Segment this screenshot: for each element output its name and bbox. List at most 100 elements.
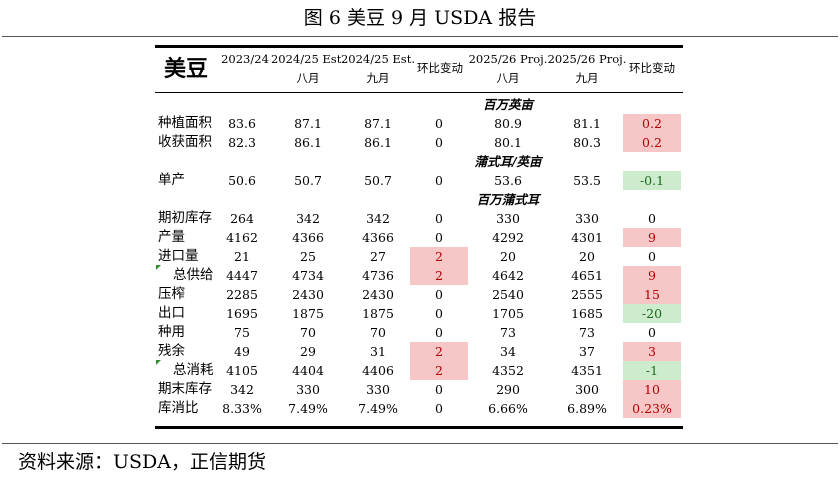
table-cell: 0 (435, 382, 443, 397)
table-cell: 4351 (571, 363, 603, 378)
header-divider (155, 92, 683, 93)
unit-acres: 百万英亩 (482, 97, 533, 112)
table-cell: 1695 (226, 306, 258, 321)
table-top-border (155, 45, 683, 48)
table-cell: 6.89% (567, 401, 607, 416)
table-cell: 9 (623, 228, 681, 247)
row-label: 总消耗 (173, 362, 214, 378)
table-cell: 9 (623, 266, 681, 285)
table-cell: 8.33% (222, 401, 262, 416)
figure-title: 图 6 美豆 9 月 USDA 报告 (303, 7, 537, 29)
table-cell: 4642 (492, 268, 524, 283)
table-cell: 4404 (292, 363, 324, 378)
table-cell: 73 (500, 325, 516, 340)
table-cell: 4352 (492, 363, 524, 378)
table-cell: 27 (370, 249, 386, 264)
table-cell: 6.66% (488, 401, 528, 416)
table-cell: 2 (410, 266, 468, 285)
table-cell: 0 (435, 230, 443, 245)
table-cell: 82.3 (228, 135, 256, 150)
top-rule (2, 36, 838, 37)
table-cell: 53.5 (573, 173, 601, 188)
table-cell: 300 (575, 382, 599, 397)
table-cell: 87.1 (294, 116, 322, 131)
table-cell: 29 (300, 344, 316, 359)
bottom-rule (2, 443, 838, 444)
table-cell: 4366 (292, 230, 324, 245)
row-label: 产量 (158, 229, 185, 245)
table-cell: 20 (500, 249, 516, 264)
source-note: 资料来源：USDA，正信期货 (18, 451, 266, 473)
table-cell: 25 (300, 249, 316, 264)
table-cell: 0 (435, 306, 443, 321)
table-cell: 2430 (292, 287, 324, 302)
table-cell: 0 (435, 287, 443, 302)
table-cell: 0 (435, 116, 443, 131)
header-col-5: 2025/26 Proj. (468, 52, 548, 66)
table-cell: 50.6 (228, 173, 256, 188)
table-cell: 2 (410, 247, 468, 266)
table-cell: 0 (435, 325, 443, 340)
unit-bushels: 百万蒲式耳 (476, 192, 540, 207)
table-cell: 50.7 (364, 173, 392, 188)
table-cell: 4406 (362, 363, 394, 378)
row-label: 出口 (158, 305, 185, 321)
table-cell: 83.6 (228, 116, 256, 131)
table-cell: 0 (435, 401, 443, 416)
table-cell: 86.1 (294, 135, 322, 150)
header-col-3: 2024/25 Est. (340, 52, 415, 66)
table-cell: 50.7 (294, 173, 322, 188)
table-cell: 2540 (492, 287, 524, 302)
table-cell: -1 (623, 361, 681, 380)
table-cell: 342 (366, 211, 390, 226)
row-label: 残余 (158, 343, 185, 359)
row-label: 种用 (158, 324, 185, 340)
table-cell: 70 (370, 325, 386, 340)
table-cell: 20 (579, 249, 595, 264)
table-cell: 1705 (492, 306, 524, 321)
table-cell: 53.6 (494, 173, 522, 188)
table-cell: 21 (234, 249, 250, 264)
cell-comment-marker-icon (156, 265, 161, 270)
table-cell: 1685 (571, 306, 603, 321)
table-cell: 10 (623, 380, 681, 399)
table-cell: 49 (234, 344, 250, 359)
table-cell: 0 (648, 211, 656, 226)
table-cell: 4162 (226, 230, 258, 245)
table-cell: 2 (410, 361, 468, 380)
cell-comment-marker-icon (156, 360, 161, 365)
table-cell: 330 (366, 382, 390, 397)
table-cell: 81.1 (573, 116, 601, 131)
usda-soybean-table: 美豆 2023/24 2024/25 Est. 八月 2024/25 Est. … (155, 45, 683, 429)
table-cell: 31 (370, 344, 386, 359)
table-cell: 0 (648, 249, 656, 264)
table-cell: 4734 (292, 268, 324, 283)
table-cell: 7.49% (358, 401, 398, 416)
row-label: 期末库存 (158, 381, 212, 397)
table-cell: 4447 (226, 268, 258, 283)
table-cell: 2 (410, 342, 468, 361)
table-cell: 80.1 (494, 135, 522, 150)
row-label: 进口量 (158, 248, 199, 264)
table-cell: 342 (296, 211, 320, 226)
table-cell: 1875 (362, 306, 394, 321)
header-col-2: 2024/25 Est. (270, 52, 345, 66)
table-bottom-border (155, 426, 683, 429)
table-cell: -20 (623, 304, 681, 323)
table-cell: 0.2 (623, 133, 681, 152)
table-cell: 34 (500, 344, 516, 359)
table-cell: 73 (579, 325, 595, 340)
row-label: 压榨 (158, 286, 185, 302)
table-cell: 7.49% (288, 401, 328, 416)
row-label: 总供给 (173, 267, 214, 283)
table-cell: 4292 (492, 230, 524, 245)
header-col-2-sub: 八月 (296, 71, 320, 85)
table-cell: 330 (496, 211, 520, 226)
table-cell: 2555 (571, 287, 603, 302)
table-cell: 3 (623, 342, 681, 361)
table-cell: 330 (575, 211, 599, 226)
table-cell: 4301 (571, 230, 603, 245)
table-cell: 70 (300, 325, 316, 340)
table-cell: 15 (623, 285, 681, 304)
table-cell: 264 (230, 211, 254, 226)
